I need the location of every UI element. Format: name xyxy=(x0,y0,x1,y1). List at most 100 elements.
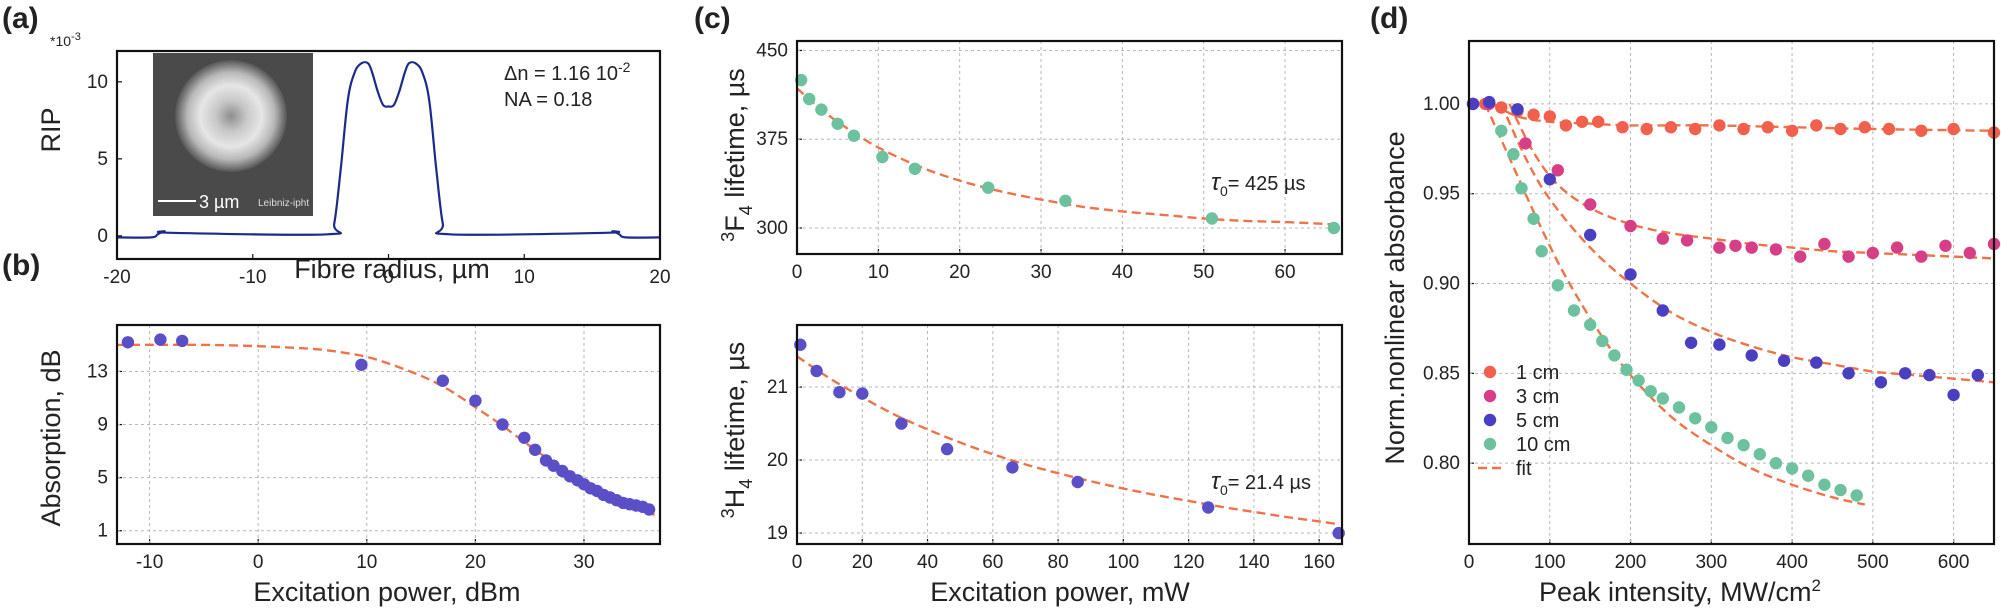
absorbance-data-point-5cm xyxy=(1947,388,1960,402)
absorbance-data-point-1cm xyxy=(1785,124,1799,137)
panel-c-bottom-y-axis-label: 3H4 lifetime, µs xyxy=(718,342,756,519)
x-tick-label: 500 xyxy=(1857,552,1889,573)
absorbance-data-point-1cm xyxy=(1640,122,1653,136)
absorption-data-point xyxy=(121,336,135,349)
absorbance-data-point-1cm xyxy=(1761,121,1775,134)
absorbance-data-point-3cm xyxy=(1794,250,1807,263)
x-tick-label: 10 xyxy=(514,267,535,288)
y-tick-label: 450 xyxy=(756,40,788,61)
y-tick-label: 20 xyxy=(767,450,788,471)
panel-c-top-tau-annotation: τ0= 425 µs xyxy=(1211,169,1305,199)
x-tick-label: 10 xyxy=(356,552,377,573)
y-tick-label: 375 xyxy=(756,129,788,150)
panel-b-y-axis-label: Absorption, dB xyxy=(36,349,66,526)
absorbance-data-point-3cm xyxy=(1915,250,1928,263)
absorbance-data-point-1cm xyxy=(1616,121,1629,134)
absorbance-data-point-3cm xyxy=(1963,246,1977,260)
absorbance-data-point-3cm xyxy=(1584,198,1597,211)
x-tick-label: 140 xyxy=(1238,552,1270,573)
x-tick-label: 0 xyxy=(1464,552,1475,573)
absorbance-data-point-5cm xyxy=(1874,376,1888,389)
legend-marker xyxy=(1483,413,1497,427)
panel-c-bottom: 0 20 40 60 80 100 120 140 160 19 20 21 3H4 lifetime… xyxy=(718,323,1345,607)
panel-c-top: (c) 0 10 20 30 40 50 60 300 375 450 3F4 lifetime,… xyxy=(694,2,1344,283)
absorption-data-point xyxy=(518,431,531,444)
h4-lifetime-data-point xyxy=(1006,461,1019,474)
panel-a-na: NA = 0.18 xyxy=(504,89,592,111)
panel-a-inset-image: 3 µm Leibniz-ipht xyxy=(153,53,313,216)
x-tick-label: 20 xyxy=(949,262,970,283)
absorbance-data-point-1cm xyxy=(1559,119,1573,132)
absorbance-data-point-5cm xyxy=(1684,336,1698,349)
x-tick-label: 0 xyxy=(792,552,803,573)
panel-a-multiplier: *10-3 xyxy=(50,31,81,49)
y-tick-label: 1 xyxy=(97,521,108,542)
panel-c-top-plot-area xyxy=(794,39,1344,256)
legend-marker xyxy=(1483,437,1497,451)
h4-lifetime-data-point xyxy=(940,442,954,456)
panel-c-bottom-x-axis-label: Excitation power, mW xyxy=(930,577,1190,607)
plot-frame xyxy=(1467,39,1996,546)
panel-d-plot-area xyxy=(1466,39,2001,546)
panel-a-y-axis-label: RIP xyxy=(36,107,66,152)
absorbance-data-point-1cm xyxy=(1915,124,1928,137)
absorbance-data-point-10cm xyxy=(1507,148,1520,161)
absorption-data-point xyxy=(496,418,509,431)
legend-label: 5 cm xyxy=(1516,410,1559,432)
panel-b-label: (b) xyxy=(2,249,40,282)
inset-scale-bar-label: 3 µm xyxy=(199,192,239,212)
absorbance-data-point-3cm xyxy=(1939,239,1952,252)
f4-lifetime-data-point xyxy=(847,129,861,142)
x-tick-label: 40 xyxy=(1112,262,1133,283)
f4-lifetime-data-point xyxy=(908,162,922,175)
absorbance-data-point-10cm xyxy=(1834,483,1847,497)
f4-lifetime-data-point xyxy=(831,117,844,130)
absorbance-data-point-5cm xyxy=(1923,368,1936,382)
absorbance-data-point-10cm xyxy=(1632,374,1645,387)
absorption-data-point xyxy=(355,358,368,371)
absorbance-data-point-10cm xyxy=(1753,448,1767,461)
panel-c-bottom-tau-annotation: τ0= 21.4 µs xyxy=(1211,468,1311,498)
f4-lifetime-data-point xyxy=(982,181,995,194)
absorbance-data-point-10cm xyxy=(1802,469,1815,482)
f4-lifetime-data-point xyxy=(1059,194,1072,207)
y-tick-label: 10 xyxy=(87,72,108,93)
h4-lifetime-data-point xyxy=(1071,475,1084,489)
absorbance-data-point-5cm xyxy=(1810,356,1823,369)
absorbance-data-point-1cm xyxy=(1834,122,1847,136)
absorbance-data-point-5cm xyxy=(1624,268,1637,281)
panel-a-delta-n: Δn = 1.16 10-2 xyxy=(504,59,631,85)
plot-frame xyxy=(115,323,662,546)
absorbance-data-point-10cm xyxy=(1818,478,1831,491)
x-tick-label: 160 xyxy=(1303,552,1335,573)
rip-profile-line xyxy=(116,61,661,239)
absorbance-data-point-1cm xyxy=(1737,122,1750,136)
absorbance-data-point-3cm xyxy=(1745,241,1758,254)
panel-d-y-axis-label: Norm.nonlinear absorbance xyxy=(1380,131,1410,464)
absorbance-data-point-5cm xyxy=(1543,173,1557,186)
absorbance-data-point-1cm xyxy=(1575,115,1589,128)
absorbance-data-point-10cm xyxy=(1620,363,1633,376)
absorbance-data-point-1cm xyxy=(1689,122,1702,136)
absorbance-data-point-1cm xyxy=(1527,108,1540,121)
h4-lifetime-data-point xyxy=(856,387,869,400)
y-tick-label: 0.90 xyxy=(1423,274,1460,295)
x-tick-label: 20 xyxy=(852,552,873,573)
y-tick-label: 13 xyxy=(87,361,108,382)
absorbance-data-point-1cm xyxy=(1882,122,1896,136)
y-tick-label: 0.85 xyxy=(1423,363,1460,384)
panel-c-bottom-plot-area xyxy=(794,323,1345,546)
f4-lifetime-data-point xyxy=(1205,212,1219,225)
f4-lifetime-data-point xyxy=(815,103,828,116)
y-tick-label: 5 xyxy=(97,149,108,170)
absorbance-data-point-1cm xyxy=(1664,121,1678,134)
absorbance-data-point-5cm xyxy=(1511,103,1524,116)
absorbance-data-point-3cm xyxy=(1713,241,1726,254)
absorbance-data-point-10cm xyxy=(1551,279,1565,292)
legend-label: fit xyxy=(1516,458,1532,480)
legend-label: 3 cm xyxy=(1516,386,1559,408)
x-tick-label: 20 xyxy=(465,552,486,573)
h4-lifetime-data-point xyxy=(833,386,846,399)
absorption-data-point xyxy=(436,374,449,387)
panel-c-bottom-ticks: 0 20 40 60 80 100 120 140 160 19 20 21 xyxy=(767,377,1335,573)
